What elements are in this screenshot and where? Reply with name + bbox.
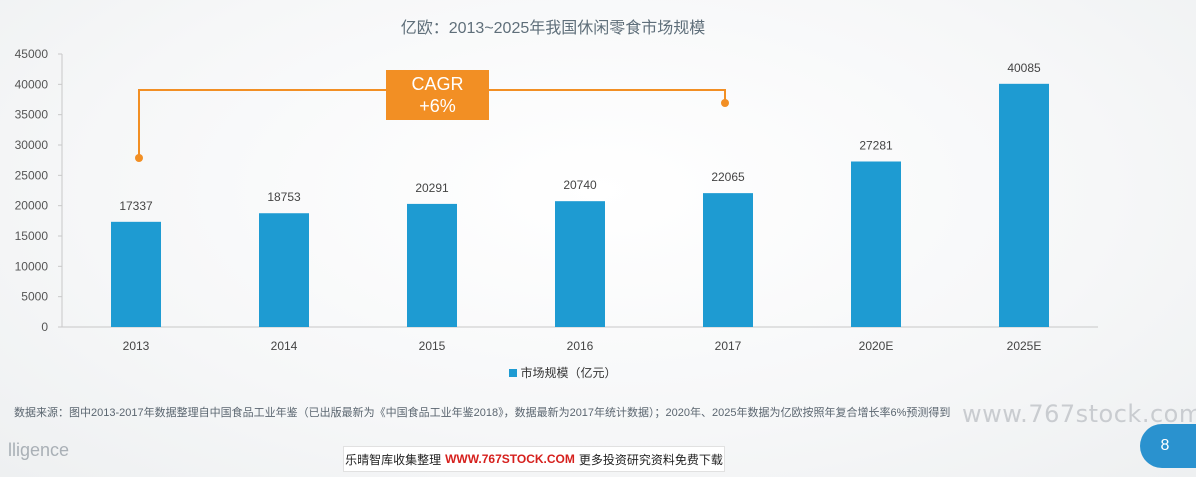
y-tick-label: 15000 (15, 229, 49, 243)
cagr-value: +6% (419, 96, 456, 116)
footer-suffix: 更多投资研究资料免费下载 (578, 452, 723, 467)
data-label-2017: 22065 (711, 170, 745, 184)
bar-2020E (851, 161, 901, 327)
brand-text: lligence (8, 440, 70, 460)
y-tick-label: 0 (41, 320, 48, 334)
y-tick-label: 20000 (15, 199, 49, 213)
x-tick-label-2025E: 2025E (1007, 339, 1042, 353)
x-tick-label-2020E: 2020E (859, 339, 894, 353)
cagr-dot-start (135, 154, 143, 162)
y-tick-label: 10000 (15, 259, 49, 273)
bar-chart: 0 5000 10000 15000 20000 25000 30000 35000 40000… (15, 47, 1098, 353)
legend: 市场规模（亿元） (0, 364, 1126, 381)
watermark: www.767stock.com (962, 400, 1196, 428)
data-label-2015: 20291 (415, 181, 449, 195)
bars: 17337 18753 20291 20740 22065 27281 40085 (111, 61, 1049, 328)
y-tick-label: 30000 (15, 138, 49, 152)
y-tick-label: 5000 (21, 290, 48, 304)
chart-title: 亿欧：2013~2025年我国休闲零食市场规模 (400, 20, 706, 37)
cagr-label: CAGR (411, 74, 464, 94)
x-tick-label-2016: 2016 (567, 339, 594, 353)
footer-banner: 乐晴智库收集整理 WWW.767STOCK.COM 更多投资研究资料免费下载 (343, 446, 725, 472)
x-tick-label-2015: 2015 (419, 339, 446, 353)
bar-2014 (259, 213, 309, 327)
y-tick-label: 35000 (15, 108, 49, 122)
page-number-badge: 8 (1140, 424, 1196, 468)
bar-2025E (999, 83, 1049, 328)
x-tick-label-2013: 2013 (123, 339, 150, 353)
x-tick-label-2014: 2014 (271, 339, 298, 353)
legend-swatch (509, 369, 518, 377)
y-axis: 0 5000 10000 15000 20000 25000 30000 35000 40000… (15, 47, 63, 334)
data-label-2016: 20740 (563, 178, 597, 192)
source-note: 数据来源：图中2013-2017年数据整理自中国食品工业年鉴（已出版最新为《中国… (14, 407, 951, 419)
x-tick-label-2017: 2017 (715, 339, 742, 353)
bar-2016 (555, 201, 605, 327)
data-label-2025E: 40085 (1007, 61, 1041, 75)
bar-2017 (703, 193, 753, 327)
footer-prefix: 乐晴智库收集整理 (345, 452, 442, 467)
data-label-2020E: 27281 (859, 138, 893, 152)
y-tick-label: 40000 (15, 77, 49, 91)
legend-label: 市场规模（亿元） (520, 366, 617, 380)
x-axis: 2013 2014 2015 2016 2017 2020E 2025E (62, 326, 1098, 353)
cagr-dot-end (721, 99, 729, 107)
data-label-2014: 18753 (267, 190, 301, 204)
footer-url[interactable]: WWW.767STOCK.COM (445, 452, 575, 466)
data-label-2013: 17337 (119, 199, 153, 213)
cagr-annotation: CAGR +6% (386, 70, 489, 120)
y-tick-label: 25000 (15, 168, 49, 182)
y-tick-label: 45000 (15, 47, 49, 61)
bar-2015 (407, 203, 457, 327)
bar-2013 (111, 221, 161, 327)
